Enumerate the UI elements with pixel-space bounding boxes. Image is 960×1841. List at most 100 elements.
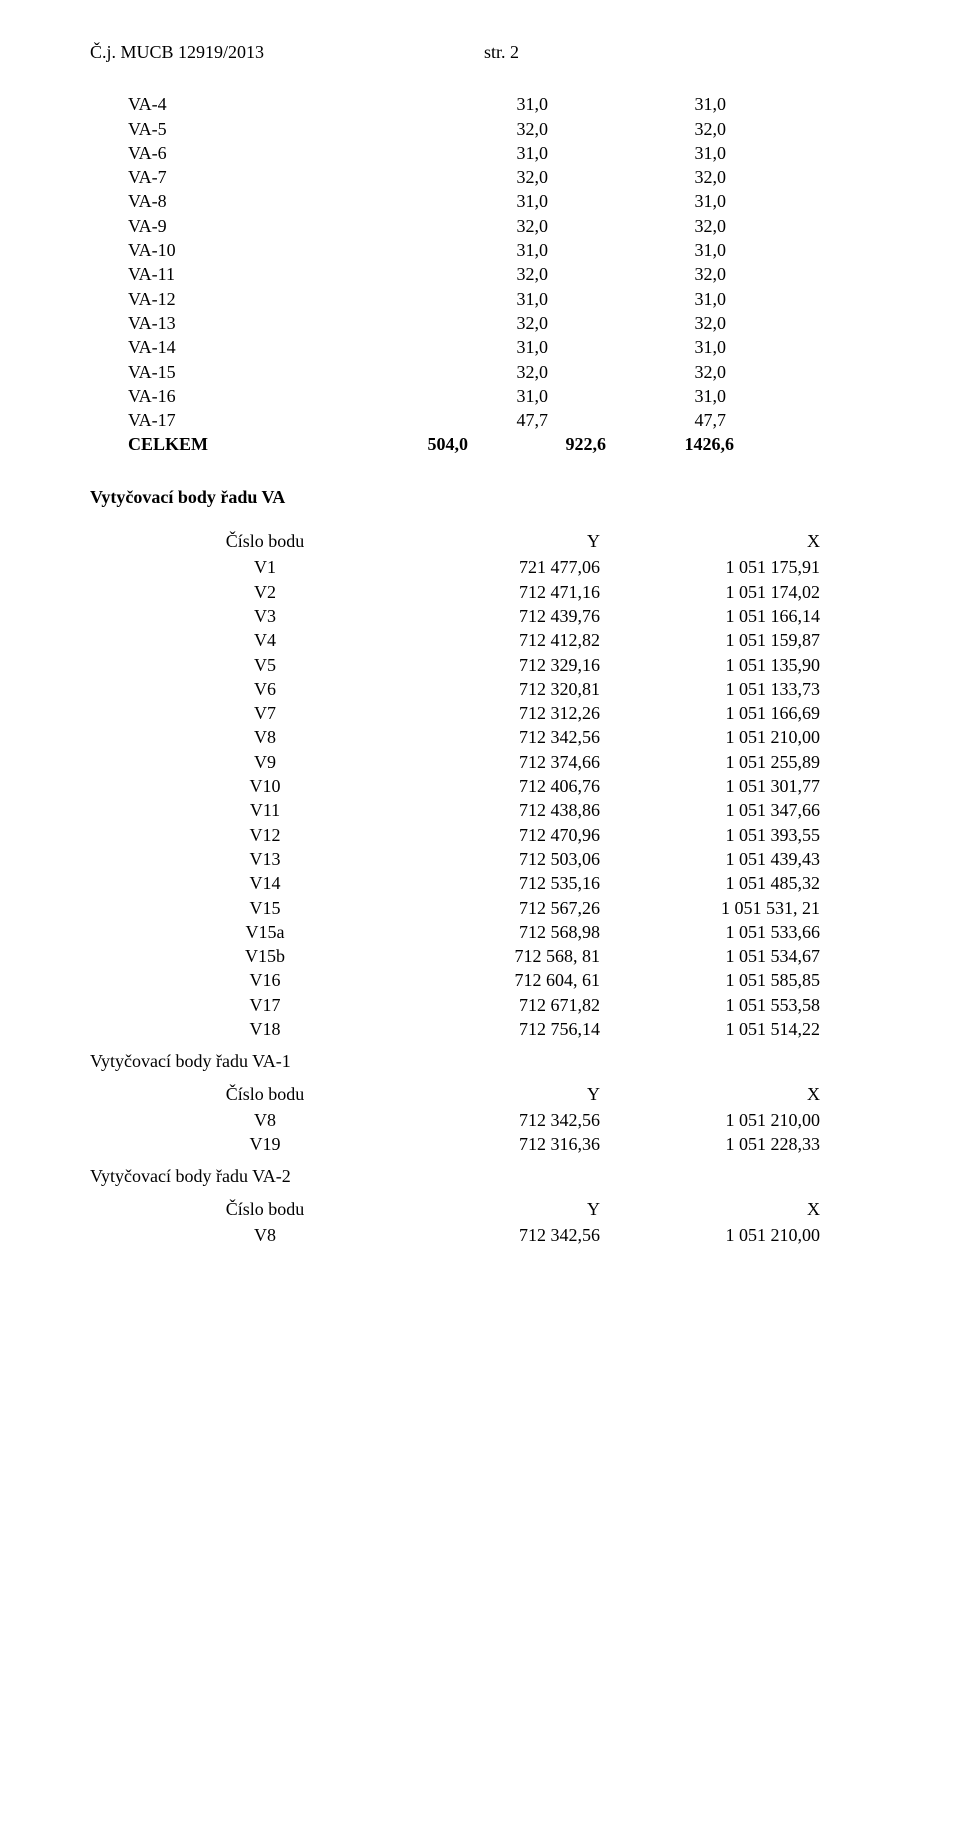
section-title-va1: Vytyčovací body řadu VA-1 bbox=[90, 1049, 870, 1073]
point-label: V19 bbox=[150, 1132, 380, 1156]
coord-row: V9712 374,661 051 255,89 bbox=[150, 750, 870, 774]
segment-label: VA-13 bbox=[128, 311, 318, 335]
point-x: 1 051 210,00 bbox=[600, 1223, 820, 1247]
point-x: 1 051 166,14 bbox=[600, 604, 820, 628]
coord-table-va1: Číslo bodu Y X V8712 342,561 051 210,00V… bbox=[150, 1082, 870, 1157]
col-header-x: X bbox=[600, 1197, 820, 1221]
segment-label: VA-10 bbox=[128, 238, 318, 262]
point-y: 712 342,56 bbox=[380, 1108, 600, 1132]
point-x: 1 051 514,22 bbox=[600, 1017, 820, 1041]
section-title-va: Vytyčovací body řadu VA bbox=[90, 485, 870, 509]
coord-row: V2712 471,161 051 174,02 bbox=[150, 580, 870, 604]
point-label: V14 bbox=[150, 871, 380, 895]
coord-row: V8712 342,561 051 210,00 bbox=[150, 1108, 870, 1132]
segment-row: VA-831,031,0 bbox=[128, 189, 870, 213]
segment-value-a: 31,0 bbox=[318, 189, 556, 213]
point-y: 712 312,26 bbox=[380, 701, 600, 725]
coord-row: V10712 406,761 051 301,77 bbox=[150, 774, 870, 798]
point-label: V9 bbox=[150, 750, 380, 774]
point-x: 1 051 133,73 bbox=[600, 677, 820, 701]
coord-row: V13712 503,061 051 439,43 bbox=[150, 847, 870, 871]
point-y: 712 568, 81 bbox=[380, 944, 600, 968]
col-header-point: Číslo bodu bbox=[150, 1197, 380, 1221]
coord-row: V17712 671,821 051 553,58 bbox=[150, 993, 870, 1017]
point-x: 1 051 347,66 bbox=[600, 798, 820, 822]
coord-row: V11712 438,861 051 347,66 bbox=[150, 798, 870, 822]
coord-table-va2: Číslo bodu Y X V8712 342,561 051 210,00 bbox=[150, 1197, 870, 1248]
segment-row: VA-1031,031,0 bbox=[128, 238, 870, 262]
segment-row: VA-532,032,0 bbox=[128, 117, 870, 141]
point-label: V8 bbox=[150, 725, 380, 749]
segment-value-b: 47,7 bbox=[556, 408, 726, 432]
coord-header-row: Číslo bodu Y X bbox=[150, 529, 870, 553]
point-x: 1 051 135,90 bbox=[600, 653, 820, 677]
point-y: 712 342,56 bbox=[380, 1223, 600, 1247]
segment-row: VA-1532,032,0 bbox=[128, 360, 870, 384]
segment-row: VA-1231,031,0 bbox=[128, 287, 870, 311]
segment-label: VA-7 bbox=[128, 165, 318, 189]
segment-value-a: 31,0 bbox=[318, 238, 556, 262]
segment-value-b: 32,0 bbox=[556, 360, 726, 384]
point-y: 712 471,16 bbox=[380, 580, 600, 604]
point-x: 1 051 210,00 bbox=[600, 1108, 820, 1132]
point-x: 1 051 485,32 bbox=[600, 871, 820, 895]
point-label: V11 bbox=[150, 798, 380, 822]
segment-value-a: 32,0 bbox=[318, 165, 556, 189]
segment-value-a: 32,0 bbox=[318, 214, 556, 238]
point-label: V18 bbox=[150, 1017, 380, 1041]
segment-value-a: 31,0 bbox=[318, 92, 556, 116]
coord-row: V6712 320,811 051 133,73 bbox=[150, 677, 870, 701]
point-x: 1 051 534,67 bbox=[600, 944, 820, 968]
segment-row: VA-1431,031,0 bbox=[128, 335, 870, 359]
point-label: V6 bbox=[150, 677, 380, 701]
point-x: 1 051 585,85 bbox=[600, 968, 820, 992]
point-label: V17 bbox=[150, 993, 380, 1017]
point-label: V8 bbox=[150, 1108, 380, 1132]
point-label: V2 bbox=[150, 580, 380, 604]
coord-header-row: Číslo bodu Y X bbox=[150, 1082, 870, 1106]
segment-value-b: 31,0 bbox=[556, 92, 726, 116]
point-y: 712 470,96 bbox=[380, 823, 600, 847]
point-label: V15 bbox=[150, 896, 380, 920]
coord-row: V15a712 568,981 051 533,66 bbox=[150, 920, 870, 944]
point-x: 1 051 439,43 bbox=[600, 847, 820, 871]
coord-row: V8712 342,561 051 210,00 bbox=[150, 1223, 870, 1247]
col-header-y: Y bbox=[380, 1197, 600, 1221]
segment-value-a: 31,0 bbox=[318, 384, 556, 408]
segment-row: VA-1747,747,7 bbox=[128, 408, 870, 432]
point-x: 1 051 166,69 bbox=[600, 701, 820, 725]
point-y: 712 438,86 bbox=[380, 798, 600, 822]
segment-total-label: CELKEM bbox=[128, 432, 318, 456]
point-label: V13 bbox=[150, 847, 380, 871]
page: Č.j. MUCB 12919/2013 str. 2 VA-431,031,0… bbox=[0, 0, 960, 1315]
point-y: 712 406,76 bbox=[380, 774, 600, 798]
segment-value-b: 31,0 bbox=[556, 141, 726, 165]
point-y: 712 604, 61 bbox=[380, 968, 600, 992]
point-y: 712 535,16 bbox=[380, 871, 600, 895]
point-x: 1 051 553,58 bbox=[600, 993, 820, 1017]
point-y: 712 503,06 bbox=[380, 847, 600, 871]
coord-row: V4712 412,821 051 159,87 bbox=[150, 628, 870, 652]
segment-label: VA-6 bbox=[128, 141, 318, 165]
coord-row: V1721 477,061 051 175,91 bbox=[150, 555, 870, 579]
segment-label: VA-12 bbox=[128, 287, 318, 311]
point-y: 712 320,81 bbox=[380, 677, 600, 701]
segment-value-b: 31,0 bbox=[556, 189, 726, 213]
point-y: 721 477,06 bbox=[380, 555, 600, 579]
point-y: 712 671,82 bbox=[380, 993, 600, 1017]
segment-row: VA-932,032,0 bbox=[128, 214, 870, 238]
point-label: V1 bbox=[150, 555, 380, 579]
segment-row: VA-1332,032,0 bbox=[128, 311, 870, 335]
segment-row: VA-631,031,0 bbox=[128, 141, 870, 165]
coord-row: V3712 439,761 051 166,14 bbox=[150, 604, 870, 628]
segment-label: VA-4 bbox=[128, 92, 318, 116]
col-header-y: Y bbox=[380, 529, 600, 553]
section-title-va2: Vytyčovací body řadu VA-2 bbox=[90, 1164, 870, 1188]
segment-value-a: 32,0 bbox=[318, 360, 556, 384]
segment-total-c: 1426,6 bbox=[614, 432, 734, 456]
point-x: 1 051 228,33 bbox=[600, 1132, 820, 1156]
point-y: 712 439,76 bbox=[380, 604, 600, 628]
segment-label: VA-16 bbox=[128, 384, 318, 408]
segment-value-b: 31,0 bbox=[556, 335, 726, 359]
coord-row: V12712 470,961 051 393,55 bbox=[150, 823, 870, 847]
